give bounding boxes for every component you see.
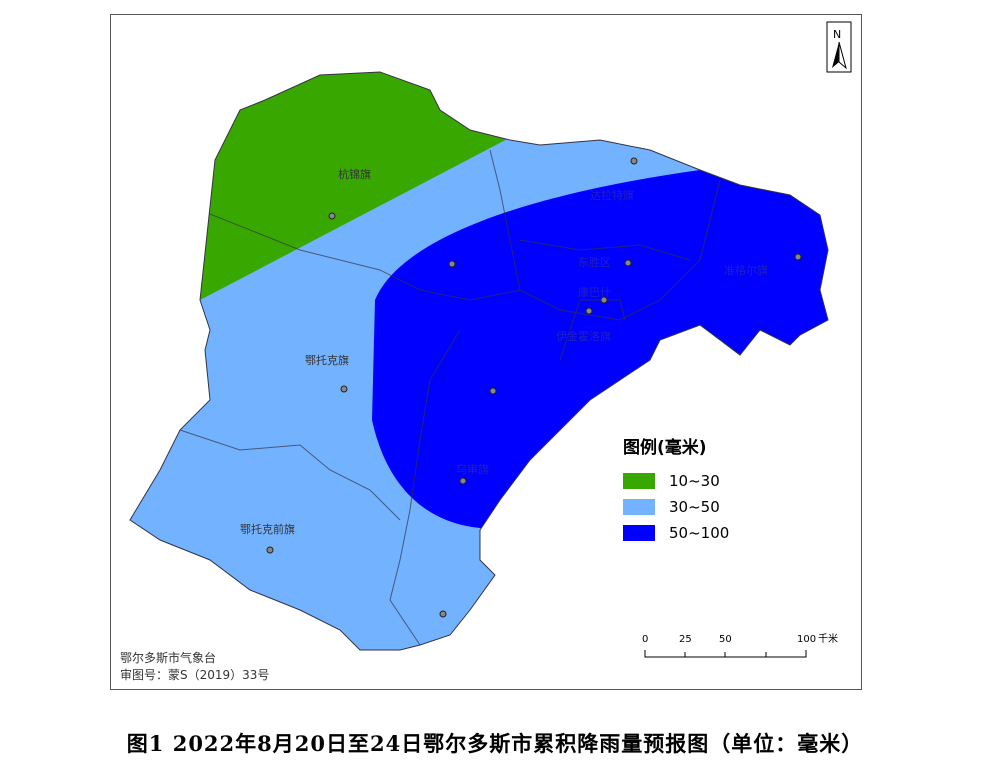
legend: 图例(毫米) 10~30 30~50 50~100 <box>623 433 729 546</box>
legend-item: 30~50 <box>623 494 729 520</box>
figure-caption: 图1 2022年8月20日至24日鄂尔多斯市累积降雨量预报图（单位：毫米） <box>126 731 864 756</box>
svg-text:100: 100 <box>797 634 816 645</box>
legend-item: 10~30 <box>623 468 729 494</box>
city-markers <box>266 157 802 618</box>
legend-item: 50~100 <box>623 520 729 546</box>
north-arrow-icon: N <box>826 21 852 73</box>
region-label: 伊金霍洛旗 <box>556 329 611 343</box>
svg-text:0: 0 <box>642 634 648 645</box>
district-boundaries <box>179 149 721 646</box>
svg-text:50: 50 <box>719 634 732 645</box>
region-label: 鄂托克旗 <box>305 353 349 367</box>
rainfall-map: 杭锦旗 达拉特旗 东胜区 康巴什 伊金霍洛旗 准格尔旗 鄂托克旗 乌审旗 鄂托克… <box>129 21 852 658</box>
region-label: 准格尔旗 <box>724 263 768 277</box>
svg-text:N: N <box>833 28 841 41</box>
scale-bar: 0 25 50 100 千米 <box>642 632 838 658</box>
map-frame <box>110 14 862 690</box>
credit: 鄂尔多斯市气象台 审图号：蒙S（2019）33号 <box>120 651 270 682</box>
region-label: 鄂托克前旗 <box>240 522 295 536</box>
svg-text:25: 25 <box>679 634 692 645</box>
region-label: 乌审旗 <box>456 462 489 476</box>
svg-text:千米: 千米 <box>818 632 838 645</box>
region-label: 杭锦旗 <box>338 167 371 181</box>
region-label: 达拉特旗 <box>590 188 634 202</box>
region-label: 康巴什 <box>578 285 611 299</box>
region-label: 东胜区 <box>578 255 611 269</box>
